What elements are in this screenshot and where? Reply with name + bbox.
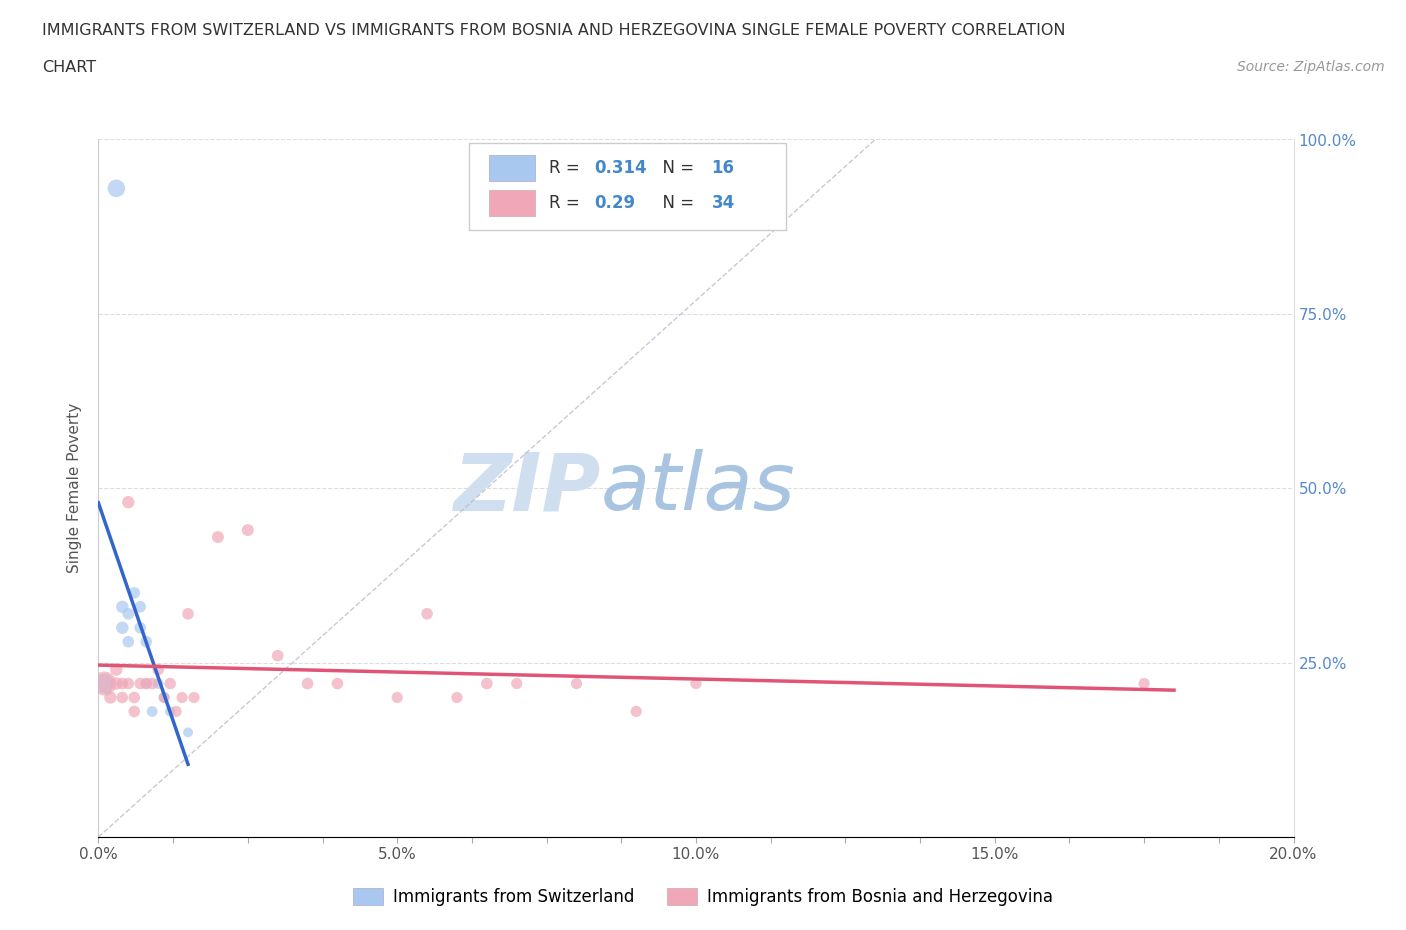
Point: [159, 676, 181, 691]
Point: [93, 676, 115, 691]
Point: [1133, 676, 1156, 691]
Point: [177, 725, 200, 740]
Point: [117, 676, 139, 691]
Text: atlas: atlas: [600, 449, 796, 527]
Point: [124, 690, 146, 705]
Point: [93, 676, 115, 691]
Point: [159, 704, 181, 719]
Y-axis label: Single Female Poverty: Single Female Poverty: [67, 403, 83, 574]
Text: ZIP: ZIP: [453, 449, 600, 527]
Point: [326, 676, 349, 691]
Point: [129, 600, 152, 615]
Point: [117, 634, 139, 649]
Text: IMMIGRANTS FROM SWITZERLAND VS IMMIGRANTS FROM BOSNIA AND HERZEGOVINA SINGLE FEM: IMMIGRANTS FROM SWITZERLAND VS IMMIGRANT…: [42, 23, 1066, 38]
Point: [105, 662, 128, 677]
Point: [111, 676, 134, 691]
Point: [177, 606, 200, 621]
Point: [105, 676, 128, 691]
Point: [141, 676, 163, 691]
Point: [117, 606, 139, 621]
Text: 16: 16: [711, 159, 734, 177]
Point: [111, 690, 134, 705]
Point: [506, 676, 529, 691]
Text: R =: R =: [548, 159, 585, 177]
Point: [135, 634, 157, 649]
Point: [111, 620, 134, 635]
Text: 0.314: 0.314: [595, 159, 647, 177]
Point: [117, 495, 139, 510]
Point: [565, 676, 588, 691]
Text: R =: R =: [548, 194, 585, 212]
Point: [385, 690, 409, 705]
Point: [153, 690, 176, 705]
Text: Source: ZipAtlas.com: Source: ZipAtlas.com: [1237, 60, 1385, 74]
Point: [685, 676, 707, 691]
Point: [172, 690, 194, 705]
Point: [141, 704, 163, 719]
Text: 0.29: 0.29: [595, 194, 636, 212]
Text: N =: N =: [652, 159, 699, 177]
FancyBboxPatch shape: [470, 143, 786, 231]
Point: [148, 662, 170, 677]
Text: N =: N =: [652, 194, 699, 212]
Legend: Immigrants from Switzerland, Immigrants from Bosnia and Herzegovina: Immigrants from Switzerland, Immigrants …: [346, 881, 1060, 912]
Point: [135, 676, 157, 691]
Point: [124, 586, 146, 601]
Point: [100, 690, 122, 705]
FancyBboxPatch shape: [489, 190, 534, 217]
Point: [129, 620, 152, 635]
Point: [416, 606, 439, 621]
Point: [207, 530, 229, 545]
Point: [267, 648, 290, 663]
Point: [165, 704, 187, 719]
Point: [297, 676, 319, 691]
Point: [105, 180, 128, 196]
Point: [111, 600, 134, 615]
Point: [153, 690, 176, 705]
FancyBboxPatch shape: [489, 155, 534, 181]
Point: [475, 676, 498, 691]
Point: [446, 690, 468, 705]
Point: [183, 690, 205, 705]
Point: [148, 676, 170, 691]
Point: [135, 676, 157, 691]
Text: CHART: CHART: [42, 60, 96, 75]
Text: 34: 34: [711, 194, 735, 212]
Point: [626, 704, 648, 719]
Point: [124, 704, 146, 719]
Point: [129, 676, 152, 691]
Point: [236, 523, 259, 538]
